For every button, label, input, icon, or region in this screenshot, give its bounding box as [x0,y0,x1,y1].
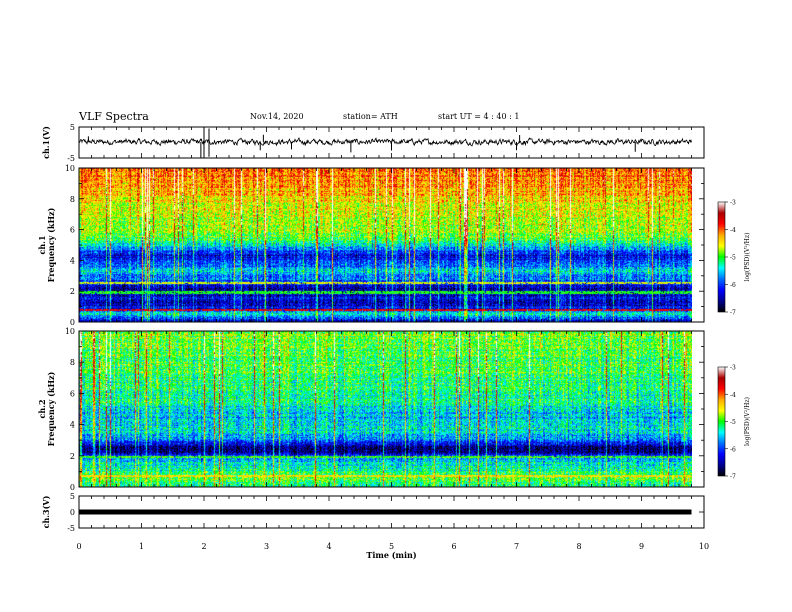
x-tick-label: 8 [576,542,581,551]
colorbar-tick-label: -4 [730,227,736,234]
y-tick-label: 0 [70,483,75,492]
y-tick-label: 6 [70,226,75,235]
x-tick-label: 0 [76,542,81,551]
colorbar-1 [717,201,726,313]
colorbar-tick-label: -6 [730,282,736,289]
x-tick-label: 10 [699,542,709,551]
colorbar-tick-label: -3 [730,200,736,207]
colorbar-tick-label: -6 [730,446,736,453]
station-label: station= ATH [343,112,398,121]
y-tick-label: 0 [70,318,75,327]
x-axis-label: Time (min) [366,550,416,560]
y-tick-label: 2 [70,452,75,461]
spectrogram-image-ch1 [79,168,692,322]
waveform-trace-ch3 [79,509,692,515]
y-axis-label: Frequency (kHz) [46,371,56,446]
x-tick-label: 5 [389,542,394,551]
y-tick-label: 8 [70,195,75,204]
y-tick-label: 2 [70,287,75,296]
colorbar-2 [717,366,726,477]
y-axis-label: ch.2 [37,399,47,418]
x-tick-label: 7 [514,542,519,551]
waveform-trace-ch1 [78,137,692,147]
y-axis-label: ch.1 [37,235,47,254]
colorbar-tick-label: -4 [730,392,736,399]
colorbar-label: log(PSD)(V²/Hz) [744,233,751,282]
x-tick-label: 6 [451,542,456,551]
y-axis-label: ch.1(V) [41,126,51,159]
y-tick-label: 5 [70,492,75,501]
y-tick-label: 0 [70,508,75,517]
colorbar-tick-label: -5 [730,419,736,426]
y-tick-label: 8 [70,358,75,367]
colorbar-tick-label: -5 [730,255,736,262]
y-tick-label: 4 [70,256,75,265]
colorbar-tick-label: -7 [730,474,736,481]
x-tick-label: 1 [139,542,144,551]
figure-title: VLF Spectra [79,110,149,123]
colorbar-tick-label: -3 [730,365,736,372]
y-axis-label: Frequency (kHz) [46,207,56,282]
start-time-label: start UT = 4 : 40 : 1 [438,112,520,121]
y-tick-label: -5 [67,154,75,163]
y-tick-label: 4 [70,421,75,430]
y-tick-label: -5 [67,524,75,533]
x-tick-label: 3 [264,542,269,551]
x-tick-label: 9 [639,542,644,551]
spectrogram-image-ch2 [79,331,692,487]
y-tick-label: 10 [65,327,75,336]
x-tick-label: 4 [326,542,331,551]
y-axis-label: ch.3(V) [41,495,51,528]
colorbar-tick-label: -7 [730,310,736,317]
colorbar-label: log(PSD)(V²/Hz) [744,397,751,446]
y-tick-label: 6 [70,389,75,398]
date-label: Nov.14, 2020 [250,112,304,121]
x-tick-label: 2 [201,542,206,551]
y-tick-label: 10 [65,164,75,173]
y-tick-label: 5 [70,123,75,132]
